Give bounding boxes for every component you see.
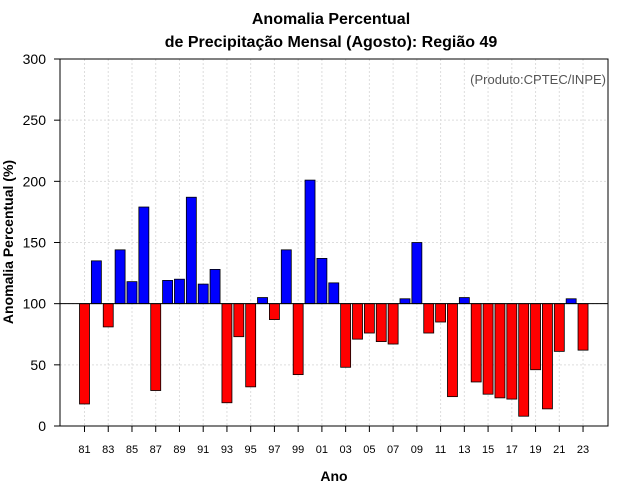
x-tick-label: 23 xyxy=(577,444,589,456)
y-tick-label: 300 xyxy=(23,51,47,67)
x-axis-label: Ano xyxy=(320,468,347,484)
bar-14 xyxy=(470,303,482,383)
x-tick-label: 89 xyxy=(173,444,185,456)
x-tick-label: 11 xyxy=(435,444,446,456)
bar-06 xyxy=(375,303,387,342)
bar-85 xyxy=(126,281,138,305)
bar-16 xyxy=(494,303,506,399)
y-tick-label: 150 xyxy=(23,235,47,251)
bar-13 xyxy=(458,297,470,305)
x-tick-label: 95 xyxy=(245,444,257,456)
bar-88 xyxy=(162,280,173,305)
bar-20 xyxy=(542,303,553,410)
bar-05 xyxy=(363,303,375,334)
bar-21 xyxy=(553,303,565,352)
bar-04 xyxy=(352,303,363,340)
bar-11 xyxy=(435,303,447,323)
x-tick-label: 91 xyxy=(197,444,209,456)
x-tick-label: 15 xyxy=(482,444,494,456)
y-tick-label: 100 xyxy=(23,296,47,312)
y-tick-label: 0 xyxy=(38,418,46,434)
bar-95 xyxy=(245,303,257,388)
bar-23 xyxy=(577,303,589,351)
credit-text: (Produto:CPTEC/INPE) xyxy=(470,72,606,87)
bar-12 xyxy=(447,303,458,398)
x-tick-label: 83 xyxy=(102,444,114,456)
x-tick-label: 01 xyxy=(316,444,328,456)
x-tick-label: 09 xyxy=(411,444,423,456)
x-tick-label: 19 xyxy=(529,444,541,456)
x-tick-label: 99 xyxy=(292,444,304,456)
bar-10 xyxy=(423,303,435,334)
x-tick-label: 85 xyxy=(126,444,138,456)
x-tick-label: 05 xyxy=(363,444,375,456)
bar-93 xyxy=(221,303,233,404)
bar-99 xyxy=(292,303,304,376)
y-tick-label: 200 xyxy=(23,173,47,189)
bar-83 xyxy=(102,303,114,328)
bar-01 xyxy=(316,258,328,305)
x-tick-label: 03 xyxy=(340,444,352,456)
y-tick-label: 50 xyxy=(30,357,46,373)
bar-19 xyxy=(530,303,541,371)
x-tick-label: 07 xyxy=(387,444,399,456)
bar-98 xyxy=(280,249,292,305)
bar-97 xyxy=(269,303,280,320)
y-tick-label: 250 xyxy=(23,112,47,128)
bar-84 xyxy=(114,249,126,305)
bar-89 xyxy=(174,278,185,305)
bar-96 xyxy=(257,297,268,305)
bar-17 xyxy=(506,303,518,400)
x-tick-label: 93 xyxy=(221,444,233,456)
bar-87 xyxy=(150,303,162,391)
bar-02 xyxy=(328,282,340,305)
bar-22 xyxy=(565,298,577,305)
bar-00 xyxy=(304,179,316,305)
bar-92 xyxy=(209,269,221,305)
y-axis: 0 50 100 150 200 250 300 xyxy=(23,51,60,434)
bar-94 xyxy=(233,303,245,338)
bar-90 xyxy=(185,196,197,305)
bar-91 xyxy=(197,283,209,305)
bar-08 xyxy=(399,298,411,305)
x-tick-label: 87 xyxy=(150,444,162,456)
bar-86 xyxy=(138,206,150,305)
bar-18 xyxy=(518,303,530,417)
y-axis-label: Anomalia Percentual (%) xyxy=(0,160,16,324)
bar-09 xyxy=(411,242,423,305)
bar-03 xyxy=(340,303,352,368)
bar-07 xyxy=(387,303,399,345)
chart-title-line2: de Precipitação Mensal (Agosto): Região … xyxy=(165,34,498,51)
bar-81 xyxy=(79,303,90,405)
chart-title-line1: Anomalia Percentual xyxy=(252,11,410,28)
bar-82 xyxy=(90,260,102,305)
x-tick-label: 81 xyxy=(78,444,90,456)
x-tick-label: 97 xyxy=(268,444,280,456)
x-tick-label: 21 xyxy=(553,444,565,456)
bar-15 xyxy=(482,303,494,395)
x-tick-label: 13 xyxy=(458,444,470,456)
x-tick-label: 17 xyxy=(506,444,518,456)
x-axis: 81 83 85 87 89 91 93 95 97 99 01 03 05 07 09 11 13 15 17 19… xyxy=(78,426,589,456)
bars xyxy=(79,179,589,417)
